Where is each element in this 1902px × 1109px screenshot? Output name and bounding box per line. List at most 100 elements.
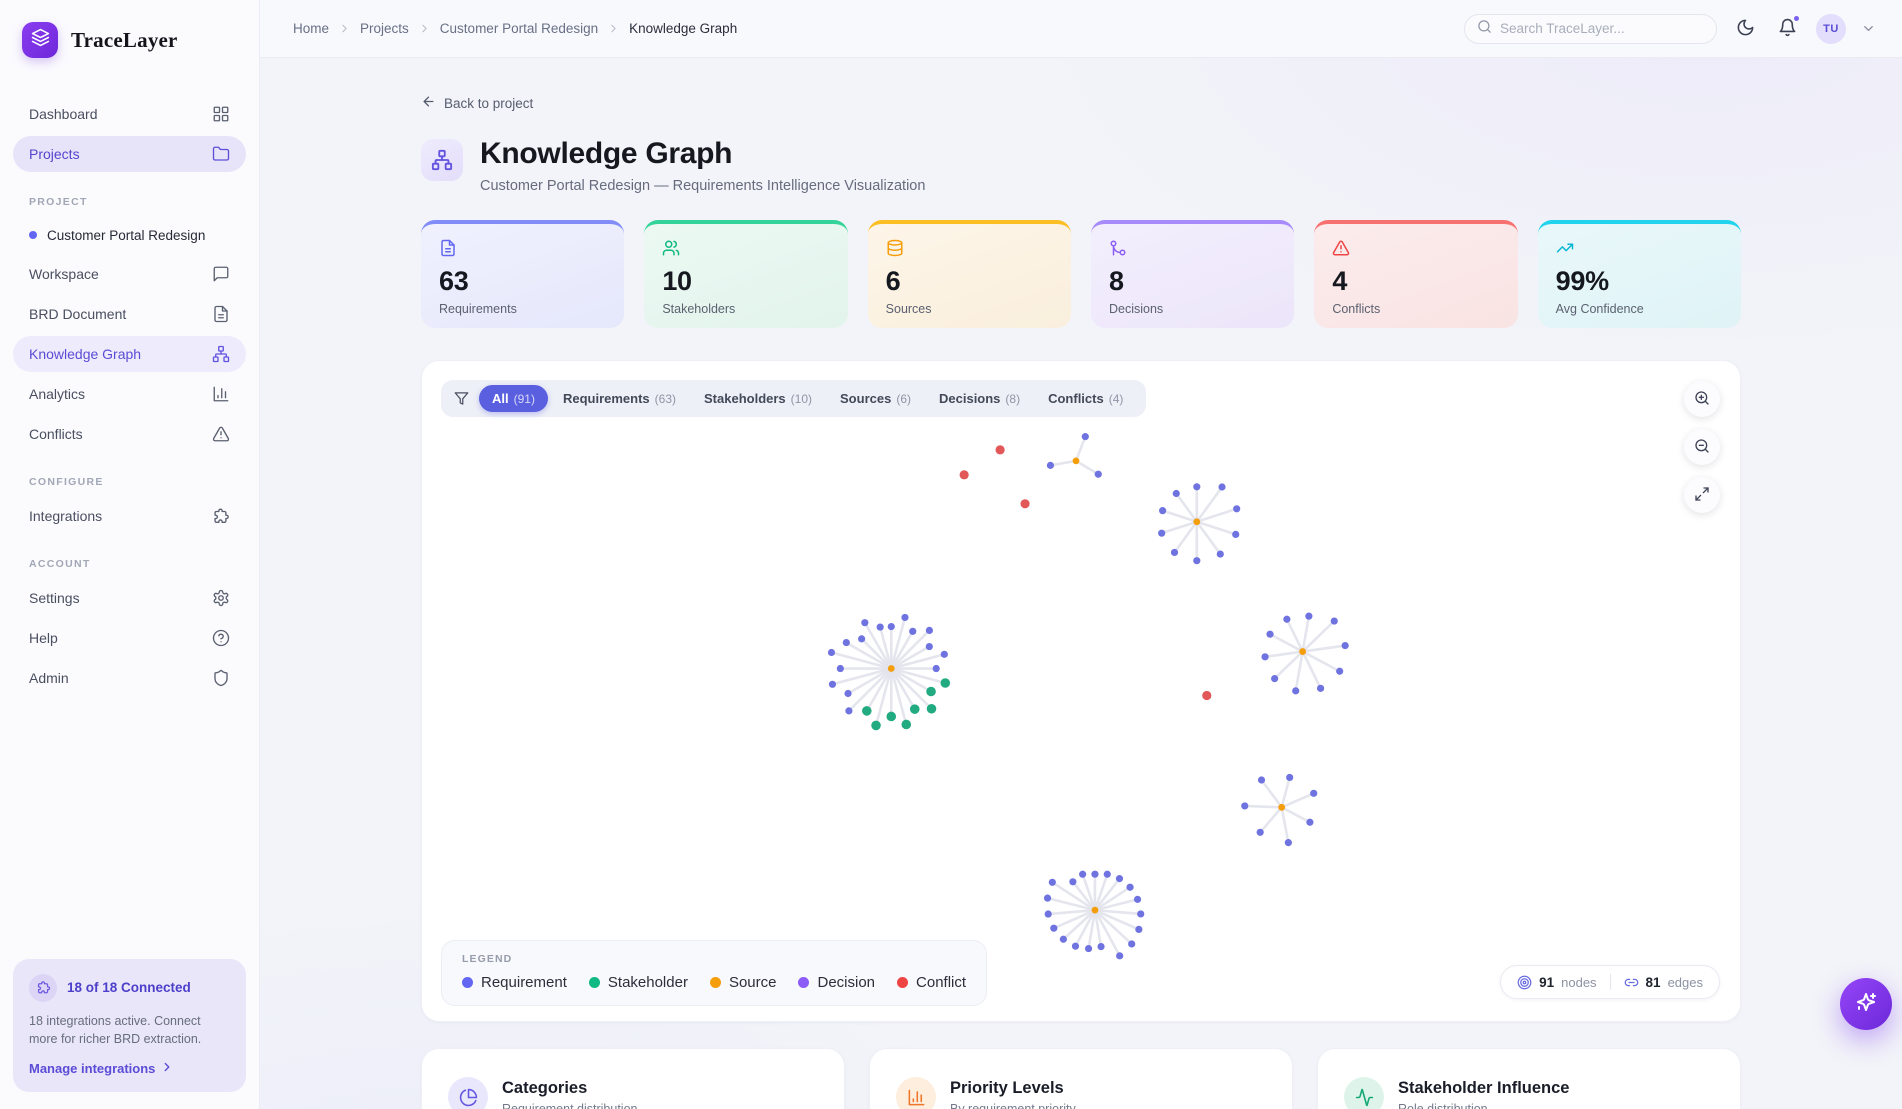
sidebar-item-brd-document[interactable]: BRD Document [13,296,246,332]
requirement-node[interactable] [1170,548,1179,557]
sidebar-item-workspace[interactable]: Workspace [13,256,246,292]
stakeholder-node[interactable] [926,703,937,714]
requirement-node[interactable] [1306,818,1314,826]
stakeholder-node[interactable] [886,711,897,722]
stakeholder-node[interactable] [926,686,936,697]
conflict-node[interactable] [995,445,1005,455]
requirement-node[interactable] [1126,883,1134,891]
sidebar-project-item[interactable]: Customer Portal Redesign [13,218,246,252]
requirement-node[interactable] [1133,895,1142,903]
requirement-node[interactable] [828,680,837,688]
requirement-node[interactable] [1084,944,1093,953]
source-node[interactable] [1072,457,1080,465]
requirement-node[interactable] [1044,910,1052,918]
requirement-node[interactable] [1128,940,1136,948]
requirement-node[interactable] [1091,870,1099,878]
requirement-node[interactable] [1266,630,1274,638]
requirement-node[interactable] [925,642,933,651]
avatar[interactable]: TU [1816,13,1846,44]
sidebar-item-integrations[interactable]: Integrations [13,498,246,534]
filter-tab-stakeholders[interactable]: Stakeholders (10) [704,391,813,406]
requirement-node[interactable] [1310,789,1318,797]
requirement-node[interactable] [1137,910,1145,918]
requirement-node[interactable] [1316,684,1325,692]
filter-tab-conflicts[interactable]: Conflicts (4) [1048,391,1124,406]
sidebar-item-settings[interactable]: Settings [13,580,246,616]
requirement-node[interactable] [844,689,852,698]
knowledge-graph-canvas[interactable] [422,361,1740,1022]
requirement-node[interactable] [1284,839,1292,847]
requirement-node[interactable] [1081,433,1089,441]
manage-integrations-link[interactable]: Manage integrations [29,1060,230,1077]
requirement-node[interactable] [858,635,866,643]
stakeholder-node[interactable] [940,678,951,688]
requirement-node[interactable] [1116,952,1124,960]
requirement-node[interactable] [1218,483,1226,491]
conflict-node[interactable] [1202,690,1212,701]
zoom-in-button[interactable] [1684,381,1720,417]
source-node[interactable] [1299,648,1307,655]
requirement-node[interactable] [1135,925,1143,934]
sidebar-item-conflicts[interactable]: Conflicts [13,416,246,452]
requirement-node[interactable] [932,664,940,673]
requirement-node[interactable] [836,664,844,673]
requirement-node[interactable] [861,619,869,627]
sidebar-item-help[interactable]: Help [13,620,246,656]
requirement-node[interactable] [1271,675,1279,683]
requirement-node[interactable] [1305,612,1313,620]
requirement-node[interactable] [1158,529,1166,537]
requirement-node[interactable] [1043,894,1052,902]
sidebar-item-knowledge-graph[interactable]: Knowledge Graph [13,336,246,372]
requirement-node[interactable] [1193,557,1201,565]
requirement-node[interactable] [925,626,933,634]
stakeholder-node[interactable] [862,706,872,716]
requirement-node[interactable] [1286,773,1294,782]
dark-mode-toggle[interactable] [1732,14,1759,44]
breadcrumb-item[interactable]: Home [293,21,330,36]
requirement-node[interactable] [1079,870,1087,878]
breadcrumb-item[interactable]: Customer Portal Redesign [439,21,599,36]
filter-tab-sources[interactable]: Sources (6) [840,391,911,406]
global-search[interactable] [1464,13,1717,44]
maximize-button[interactable] [1684,477,1720,513]
conflict-node[interactable] [959,470,969,480]
sidebar-item-dashboard[interactable]: Dashboard [13,96,246,132]
requirement-node[interactable] [1256,828,1264,836]
requirement-node[interactable] [1159,507,1167,515]
back-to-project-link[interactable]: Back to project [421,94,533,112]
stakeholder-node[interactable] [909,704,920,714]
requirement-node[interactable] [940,650,948,658]
requirement-node[interactable] [1103,870,1111,878]
conflict-node[interactable] [1020,499,1030,509]
requirement-node[interactable] [1059,935,1067,943]
requirement-node[interactable] [1071,942,1080,950]
requirement-node[interactable] [842,638,850,647]
source-node[interactable] [1193,518,1201,526]
stakeholder-node[interactable] [871,720,881,731]
requirement-node[interactable] [1257,776,1266,784]
zoom-out-button[interactable] [1684,429,1720,465]
requirement-node[interactable] [1115,875,1124,883]
search-input[interactable] [1500,21,1704,36]
requirement-node[interactable] [1241,802,1249,810]
chevron-down-icon[interactable] [1861,21,1876,36]
requirement-node[interactable] [1048,878,1056,886]
sidebar-item-analytics[interactable]: Analytics [13,376,246,412]
requirement-node[interactable] [1261,653,1269,661]
requirement-node[interactable] [845,707,853,715]
requirement-node[interactable] [1193,483,1201,491]
requirement-node[interactable] [1046,461,1055,469]
requirement-node[interactable] [909,627,917,635]
requirement-node[interactable] [1283,615,1291,623]
source-node[interactable] [1091,906,1099,914]
requirement-node[interactable] [901,613,909,622]
requirement-node[interactable] [1336,667,1344,675]
requirement-node[interactable] [1069,878,1077,886]
filter-tab-decisions[interactable]: Decisions (8) [939,391,1021,406]
requirement-node[interactable] [1216,550,1224,558]
requirement-node[interactable] [1330,617,1338,625]
requirement-node[interactable] [1233,505,1241,513]
requirement-node[interactable] [1341,641,1349,650]
source-node[interactable] [1278,803,1286,811]
notifications-button[interactable] [1774,13,1801,44]
